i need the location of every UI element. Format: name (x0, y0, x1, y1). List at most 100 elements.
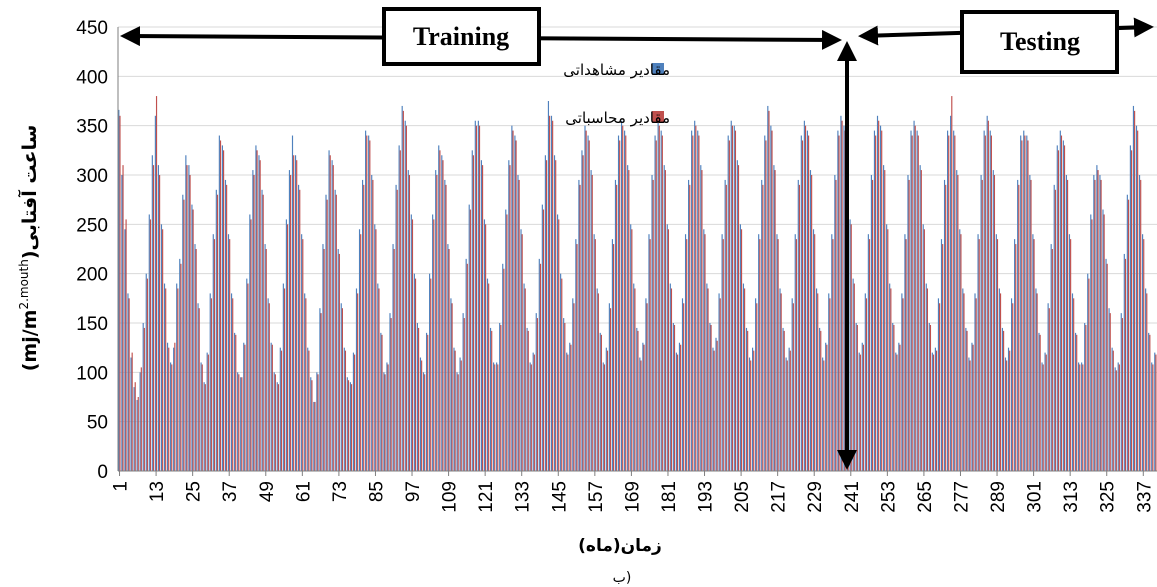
bar (322, 244, 324, 471)
bar (993, 175, 996, 471)
bar (1071, 293, 1074, 471)
bar (953, 130, 955, 471)
bar (466, 263, 468, 471)
bar (485, 224, 487, 471)
x-tick-label: 1 (111, 481, 132, 492)
bar (591, 175, 593, 471)
bar (1003, 330, 1005, 471)
bar (713, 350, 715, 471)
bar (981, 179, 983, 471)
bar (545, 160, 548, 471)
bar (747, 330, 749, 471)
bar (1140, 179, 1142, 471)
legend-label: مقادیر محاسباتی (565, 109, 670, 127)
bar (491, 330, 493, 471)
bar (384, 374, 386, 471)
bar (206, 352, 208, 471)
bar (381, 334, 383, 471)
bar (987, 120, 989, 471)
bar (253, 175, 255, 471)
bar (779, 288, 781, 471)
bar (801, 140, 804, 471)
bar (655, 140, 657, 471)
bar (1115, 370, 1117, 471)
bar (413, 273, 415, 471)
bar (298, 184, 300, 471)
bar (201, 364, 203, 471)
bar (1024, 135, 1026, 471)
bar (948, 135, 950, 471)
bar (1044, 352, 1046, 471)
bar (826, 344, 828, 471)
bar (920, 170, 922, 471)
bar (925, 283, 927, 471)
bar (240, 377, 242, 471)
bar (213, 239, 216, 471)
bar (573, 303, 575, 471)
bar (969, 360, 971, 471)
bar (876, 115, 879, 472)
bar (804, 125, 807, 472)
bar (956, 170, 958, 471)
x-tick-label: 121 (476, 481, 497, 513)
bar (1030, 179, 1032, 471)
bar (560, 273, 562, 471)
bar (578, 179, 580, 471)
bar (765, 140, 767, 471)
bar (707, 288, 709, 471)
bar (990, 135, 992, 471)
bar (686, 239, 688, 471)
bar (771, 130, 773, 471)
bar (486, 278, 489, 471)
bar (393, 249, 395, 471)
bar (1120, 313, 1122, 471)
bar (358, 229, 361, 471)
bar (268, 303, 270, 471)
bar (806, 130, 809, 471)
bar (1027, 140, 1029, 471)
bar (210, 298, 212, 471)
bar (767, 105, 769, 472)
bar (1051, 249, 1053, 471)
bar (627, 165, 629, 471)
bar (942, 244, 944, 471)
bar (557, 214, 559, 471)
bar (171, 364, 173, 471)
bar (258, 155, 260, 471)
bar (712, 347, 714, 471)
bar (304, 293, 306, 471)
bar (624, 130, 626, 471)
bar (398, 145, 400, 471)
bar (478, 125, 481, 472)
y-axis-unit-prefix: (mj/m (19, 310, 41, 372)
bar (834, 175, 836, 471)
bar (457, 374, 459, 471)
bar (619, 140, 621, 471)
legend-swatch (652, 63, 664, 75)
bar (218, 135, 220, 471)
bar (139, 372, 141, 471)
bar (334, 189, 336, 472)
bar (177, 288, 179, 471)
bar (664, 170, 666, 471)
bar (704, 234, 706, 471)
x-tick-label: 265 (915, 481, 936, 513)
bar (418, 327, 420, 471)
bar (995, 234, 997, 471)
bar (407, 170, 409, 471)
bar (185, 155, 187, 471)
bar (137, 397, 139, 471)
bar (776, 234, 778, 471)
bar (246, 278, 248, 471)
bar (529, 362, 531, 471)
y-axis-title: (mj/m2.mouth)ساعت آفتابی (17, 125, 41, 372)
bar (737, 165, 740, 471)
bar (1007, 347, 1010, 471)
bar (386, 362, 388, 471)
bar (191, 204, 193, 471)
y-tick-label: 150 (76, 314, 108, 335)
bar (774, 170, 776, 471)
bar (748, 357, 751, 471)
bar (730, 120, 732, 471)
bar (645, 298, 647, 471)
